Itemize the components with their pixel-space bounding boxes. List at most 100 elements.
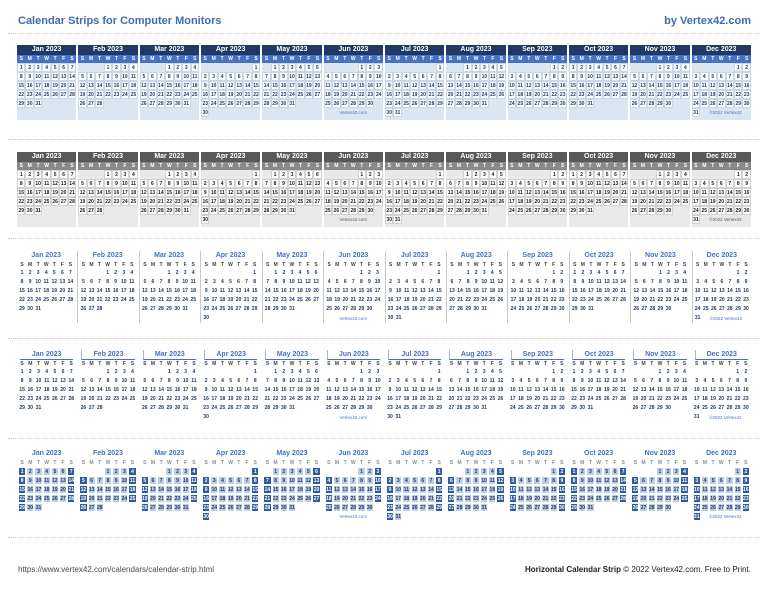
day-cell: 30 [742,206,751,215]
day-cell: 21 [725,90,734,99]
day-cell: 20 [447,494,456,503]
empty-cell [525,368,533,377]
day-cell: 25 [296,494,305,503]
day-cell: 16 [742,188,751,197]
empty-cell [128,413,136,422]
day-cell: 8 [253,378,257,384]
empty-cell [129,206,137,215]
day-cell: 8 [552,378,556,384]
day-cell: 5 [524,72,534,81]
dow-letter: S [376,361,380,367]
day-cell: 8 [437,378,441,384]
day-cell: 20 [87,494,96,503]
day-cell: 22 [550,197,559,206]
empty-cell [427,170,435,179]
day-cell: 28 [95,99,104,108]
day-cell: 6 [533,72,542,81]
day-cell: 29 [465,306,471,312]
empty-cell [140,108,148,117]
dow-letter: S [253,460,257,466]
day-cell: 4 [327,378,331,384]
dow-letter: F [613,361,617,367]
day-cell: 16 [112,188,121,197]
day-cell: 17 [480,81,489,90]
day-cell: 2 [741,467,750,476]
day-cell: 9 [742,72,751,81]
month-title: Jul 2023 [400,252,429,259]
empty-cell [218,215,226,224]
day-cell: 16 [471,81,481,90]
empty-cell [235,215,243,224]
day-cell: 1 [437,369,441,375]
dow-letter: S [438,56,442,62]
month-grid: 1 2 3 4 5 6 7 8 9 10 11 12 13 14 15 16 17 18 19 20 21 22 23 24 2… [139,170,199,224]
day-cell: 9 [474,378,478,384]
day-cell: 4 [516,72,525,81]
day-cell: 29 [463,99,472,108]
day-cell: 11 [404,288,410,294]
empty-cell [296,99,304,108]
empty-cell [402,215,410,224]
day-cell: 28 [350,306,357,312]
day-cell: 26 [50,197,60,206]
dow-letter: W [596,262,602,268]
empty-cell [447,368,455,377]
day-cell: 13 [88,288,95,294]
day-cell: 13 [420,387,426,393]
month-oct-2023: Oct 2023 S M T W T F S 1 2 3 4 5 6 7 8 9 10 11 12 13 14 15 16 17… [568,251,629,323]
day-cell: 6 [237,378,241,384]
empty-cell [313,215,321,224]
day-cell: 1 [270,170,280,179]
day-cell: 9 [384,188,394,197]
vertex42-site-label: Vertex42.com [339,415,368,420]
day-cell: 2 [204,279,208,285]
day-cell: 18 [297,387,303,393]
empty-cell [87,63,95,72]
day-cell: 24 [182,90,191,99]
day-cell: 25 [489,396,496,402]
empty-cell [541,512,549,521]
day-cell: 20 [148,90,157,99]
day-cell: 16 [112,485,121,494]
day-cell: 4 [516,179,525,188]
month-grid: 1 2 3 4 5 6 7 8 9 10 11 12 13 14 15 16 17 18 19 20 21 22 23 24 2… [507,170,567,224]
day-cell: 21 [647,90,656,99]
day-cell: 22 [655,90,665,99]
day-cell: 1 [167,270,171,276]
day-cell: 8 [655,72,665,81]
day-cell: 19 [631,494,640,503]
day-cell: 18 [191,387,197,393]
day-cell: 25 [402,503,411,512]
day-cell: 6 [59,170,68,179]
empty-cell [120,305,128,314]
day-cell: 11 [488,179,498,188]
day-cell: 12 [604,378,610,384]
empty-cell [235,512,243,521]
day-cell: 30 [25,99,34,108]
empty-cell [243,215,251,224]
day-cell: 13 [533,81,542,90]
month-aug-2023: Aug 2023 S M T W T F S 1 2 3 4 5 6 7 8 9 10 11 12 13 14 15 16 17… [446,152,506,227]
empty-cell [496,404,504,413]
day-cell: 8 [466,279,470,285]
day-cell: 2 [25,170,34,179]
empty-cell [533,215,541,224]
day-cell: 5 [413,279,417,285]
day-cell: 26 [142,306,148,312]
dow-letter: F [552,262,556,268]
day-cell: 29 [435,503,444,512]
month-feb-2023: Feb 2023 S M T W T F S 1 2 3 4 5 6 7 8 9 10 11 12 13 14 15 16 17… [78,350,138,422]
day-cell: 30 [473,306,479,312]
day-cell: 24 [374,197,383,206]
day-cell: 28 [67,494,76,503]
day-cell: 7 [95,179,104,188]
empty-cell [693,467,701,476]
empty-cell [34,108,42,117]
day-cell: 4 [42,63,51,72]
source-url[interactable]: https://www.vertex42.com/calendars/calen… [18,565,215,574]
month-mar-2023: Mar 2023 S M T W T F S 1 2 3 4 5 6 7 8 9 10 11 12 13 14 15 16 17… [139,152,199,227]
empty-cell [664,413,672,422]
day-cell: 8 [568,72,578,81]
